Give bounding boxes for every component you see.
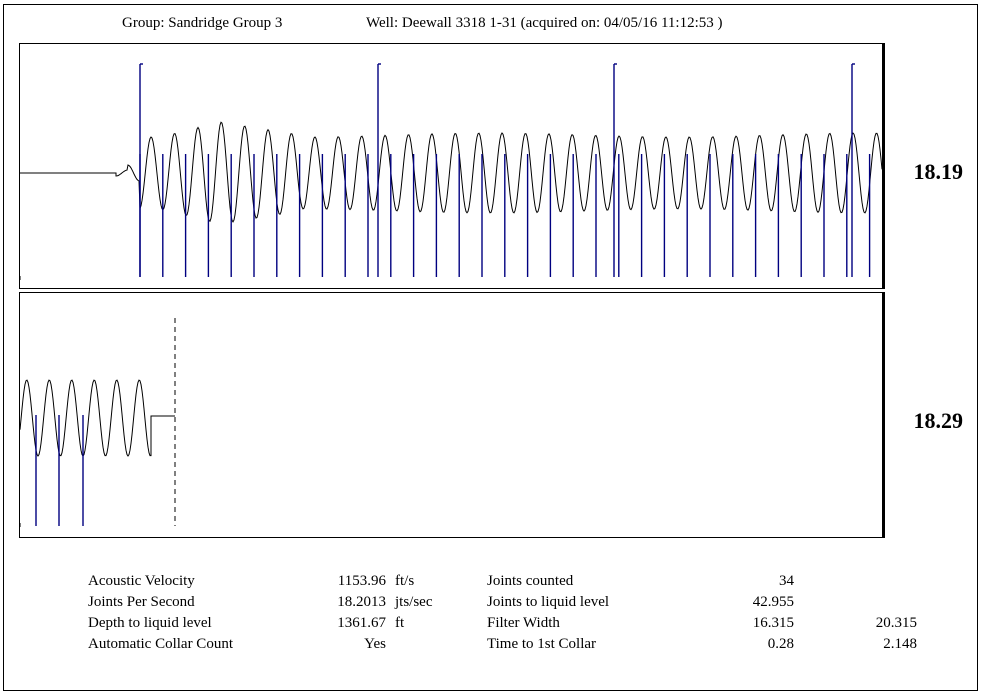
- stat-value: 1361.67: [337, 615, 386, 631]
- trace-plot-bottom: [19, 318, 176, 527]
- group-label: Group: Sandridge Group 3: [122, 15, 283, 31]
- well-label: Well: Deewall 3318 1-31 (acquired on: 04…: [366, 15, 723, 31]
- stat-label-2: Joints to liquid level: [487, 594, 610, 610]
- stat-value-2: 16.315: [752, 615, 794, 631]
- stats-row: Acoustic Velocity 1153.96 ft/s Joints co…: [4, 570, 977, 592]
- stat-label: Automatic Collar Count: [88, 636, 233, 652]
- acoustic-waveform: [19, 379, 175, 457]
- stat-label: Depth to liquid level: [88, 615, 212, 631]
- stats-row: Automatic Collar Count Yes Time to 1st C…: [4, 633, 977, 655]
- stat-label-2: Time to 1st Collar: [487, 636, 597, 652]
- joint-rate-top: 18.19: [913, 159, 964, 184]
- stat-value: 1153.96: [337, 573, 386, 589]
- stat-label: Acoustic Velocity: [88, 573, 195, 589]
- stat-unit: ft: [395, 615, 405, 631]
- stat-label-2: Filter Width: [487, 615, 560, 631]
- stat-value: 18.2013: [337, 594, 386, 610]
- acoustic-trace-panel-top: [19, 43, 885, 289]
- stat-value: Yes: [364, 636, 386, 652]
- stat-unit: ft/s: [395, 573, 415, 589]
- stat-value-2: 34: [779, 573, 794, 589]
- stat-value-3: 20.315: [875, 615, 917, 631]
- trace-plot-top: [19, 63, 883, 280]
- joint-rate-bottom: 18.29: [913, 408, 964, 433]
- stat-value-2: 0.28: [767, 636, 794, 652]
- stats-row: Depth to liquid level 1361.67 ft Filter …: [4, 612, 977, 634]
- report-header: Group: Sandridge Group 3 Well: Deewall 3…: [4, 14, 977, 34]
- stat-unit: jts/sec: [395, 594, 433, 610]
- stat-value-2: 42.955: [752, 594, 794, 610]
- stat-value-3: 2.148: [883, 636, 917, 652]
- stat-label-2: Joints counted: [487, 573, 574, 589]
- stat-label: Joints Per Second: [88, 594, 195, 610]
- acoustic-trace-panel-bottom: [19, 292, 885, 538]
- stats-row: Joints Per Second 18.2013 jts/sec Joints…: [4, 591, 977, 613]
- report-frame: Group: Sandridge Group 3 Well: Deewall 3…: [3, 4, 978, 691]
- acoustic-waveform: [20, 121, 883, 223]
